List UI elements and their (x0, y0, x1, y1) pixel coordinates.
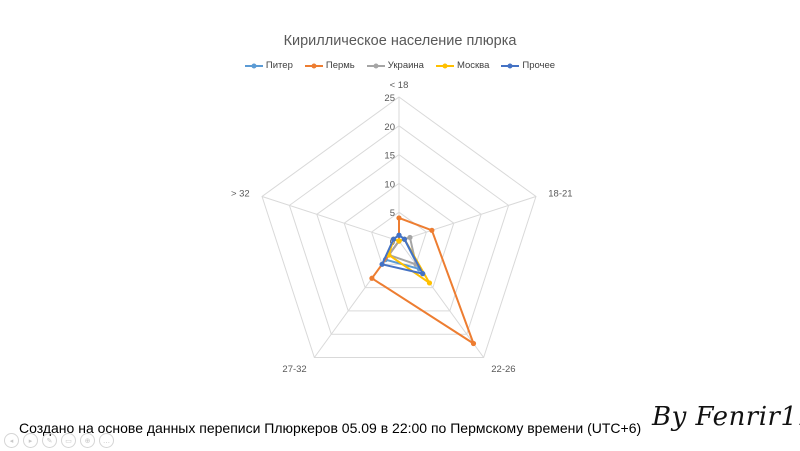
legend-label: Пермь (325, 60, 355, 71)
legend-label: Москва (456, 60, 490, 71)
data-point (470, 340, 477, 347)
legend-item[interactable]: Пермь (304, 60, 355, 71)
legend-item[interactable]: Прочее (501, 60, 555, 71)
legend-label: Прочее (522, 60, 556, 71)
category-label: > 32 (231, 188, 250, 199)
legend-item[interactable]: Украина (366, 60, 424, 71)
pen-icon[interactable]: ✎ (42, 433, 57, 448)
legend-swatch (244, 63, 263, 68)
data-point (379, 261, 385, 267)
footer-note: Создано на основе данных переписи Плюрке… (19, 420, 642, 436)
grid-ring (261, 96, 537, 358)
legend-swatch (366, 63, 385, 68)
data-point (396, 215, 402, 221)
category-label: 27-32 (282, 364, 306, 375)
chart-title: Кириллическое население плюрка (283, 33, 517, 49)
legend-item[interactable]: Москва (435, 60, 490, 71)
legend-item[interactable]: Питер (244, 60, 293, 71)
data-point (369, 275, 375, 281)
next-slide-icon[interactable]: ▸ (23, 433, 38, 448)
data-point (420, 271, 426, 277)
data-point (426, 280, 433, 286)
legend-swatch (435, 63, 454, 68)
axis-spoke (398, 240, 485, 358)
slide-controls: ◂ ▸ ✎ ▭ ⊕ … (4, 433, 114, 448)
grid-ring (343, 182, 455, 289)
category-label: < 18 (390, 80, 409, 91)
legend-label: Питер (265, 60, 293, 71)
legend-swatch (304, 63, 323, 68)
tick-label: 10 (384, 179, 395, 190)
data-point (401, 236, 408, 242)
prev-slide-icon[interactable]: ◂ (4, 433, 19, 448)
category-label: 22-26 (491, 364, 515, 375)
tick-label: 25 (384, 93, 395, 104)
data-point (407, 234, 413, 241)
data-point (429, 227, 435, 233)
tick-label: 20 (384, 122, 395, 133)
slides-icon[interactable]: ▭ (61, 433, 76, 448)
grid-ring (316, 153, 482, 312)
axis-spoke (261, 196, 400, 242)
legend-label: Украина (387, 60, 424, 71)
tick-label: 5 (390, 208, 395, 219)
legend-swatch (501, 63, 520, 68)
tick-label: 15 (384, 151, 395, 162)
grid-ring (288, 125, 510, 335)
more-icon[interactable]: … (99, 433, 114, 448)
axis-spoke (398, 196, 537, 242)
chart-legend: Питер Пермь Украина Москва Прочее (0, 60, 800, 71)
data-point (396, 238, 402, 244)
author-signature: By Fenrir112 (652, 402, 800, 432)
data-point (390, 236, 397, 242)
category-label: 18-21 (548, 188, 572, 199)
zoom-icon[interactable]: ⊕ (80, 433, 95, 448)
data-point (396, 232, 402, 238)
